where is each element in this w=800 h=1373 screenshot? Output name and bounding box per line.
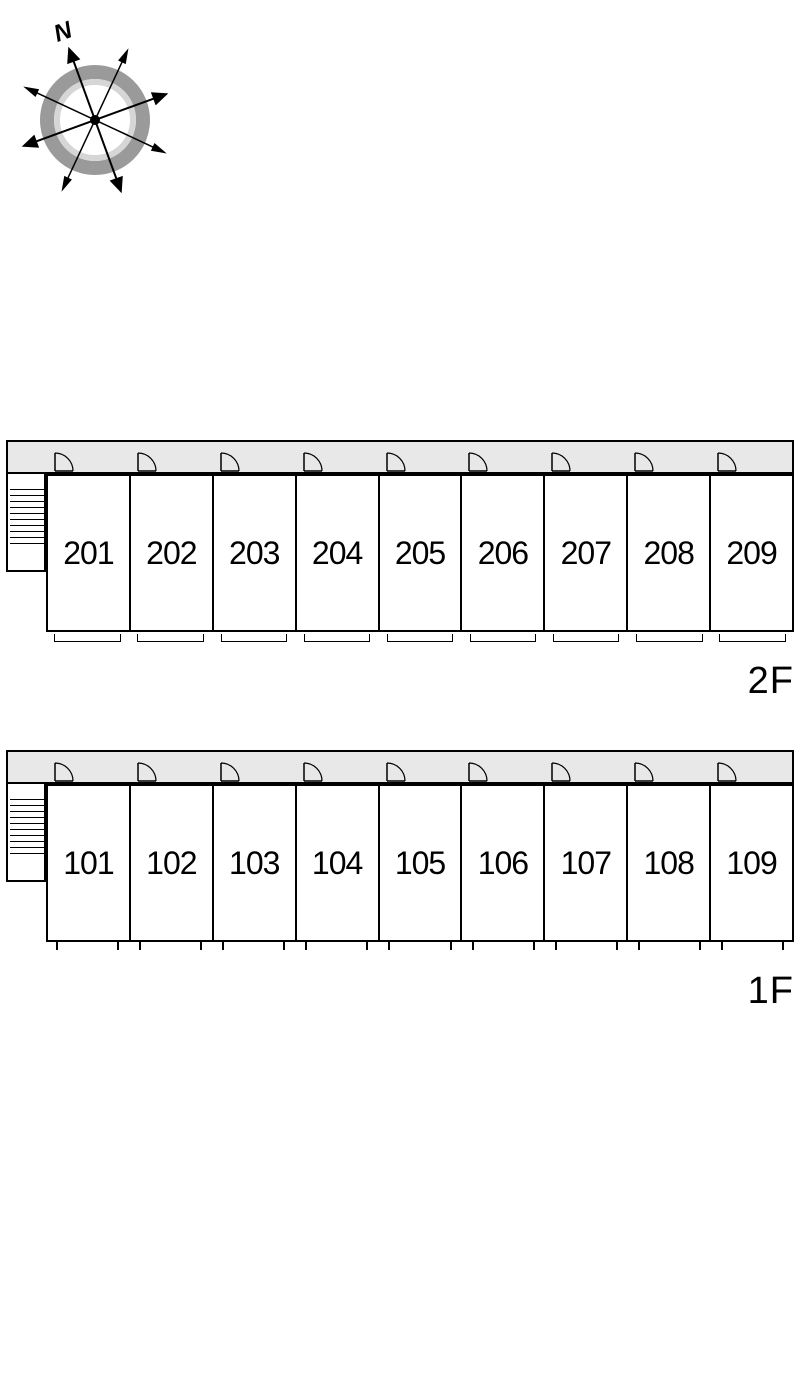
unit-209: 209 [711,476,794,630]
door-icon [717,762,737,782]
door-icon [634,762,654,782]
compass-icon: N [10,10,180,215]
door-icon [468,452,488,472]
unit-label: 206 [478,535,528,572]
unit-label: 203 [229,535,279,572]
unit-label: 208 [643,535,693,572]
unit-label: 106 [478,845,528,882]
unit-label: 204 [312,535,362,572]
window-row [46,942,794,950]
window-icon [628,942,711,950]
unit-201: 201 [46,476,131,630]
unit-206: 206 [462,476,545,630]
unit-label: 102 [146,845,196,882]
door-icon [303,762,323,782]
balcony-icon [212,632,295,646]
unit-label: 108 [643,845,693,882]
door-icon [551,452,571,472]
unit-108: 108 [628,786,711,940]
door-icon [220,452,240,472]
unit-101: 101 [46,786,131,940]
unit-106: 106 [462,786,545,940]
unit-208: 208 [628,476,711,630]
unit-203: 203 [214,476,297,630]
unit-label: 109 [726,845,776,882]
unit-label: 209 [726,535,776,572]
balcony-icon [545,632,628,646]
balcony-row [46,632,794,646]
balcony-icon [711,632,794,646]
unit-105: 105 [380,786,463,940]
door-icon [386,452,406,472]
balcony-icon [295,632,378,646]
floor-label-f2: 2F [748,660,794,703]
balcony-icon [378,632,461,646]
unit-label: 105 [395,845,445,882]
balcony-icon [628,632,711,646]
balcony-icon [129,632,212,646]
unit-207: 207 [545,476,628,630]
window-icon [295,942,378,950]
door-icon [137,762,157,782]
door-icon [386,762,406,782]
door-icon [303,452,323,472]
unit-102: 102 [131,786,214,940]
units-row: 201 202 203 204 205 206 207 208 209 [46,474,794,632]
door-icon [717,452,737,472]
door-icon [54,762,74,782]
window-icon [711,942,794,950]
door-icon [220,762,240,782]
stair-icon [6,474,46,572]
window-icon [462,942,545,950]
unit-202: 202 [131,476,214,630]
units-row: 101 102 103 104 105 106 107 108 109 [46,784,794,942]
door-icon [54,452,74,472]
unit-label: 101 [63,845,113,882]
unit-label: 202 [146,535,196,572]
stair-icon [6,784,46,882]
unit-204: 204 [297,476,380,630]
unit-label: 107 [561,845,611,882]
floor-label-f1: 1F [748,970,794,1013]
balcony-icon [462,632,545,646]
unit-103: 103 [214,786,297,940]
window-icon [46,942,129,950]
window-icon [129,942,212,950]
window-icon [378,942,461,950]
unit-label: 207 [561,535,611,572]
door-icon [551,762,571,782]
window-icon [212,942,295,950]
balcony-icon [46,632,129,646]
door-icon [137,452,157,472]
door-icon [634,452,654,472]
unit-205: 205 [380,476,463,630]
window-icon [545,942,628,950]
unit-label: 201 [63,535,113,572]
unit-107: 107 [545,786,628,940]
unit-label: 205 [395,535,445,572]
compass-n-label: N [50,16,76,48]
unit-label: 104 [312,845,362,882]
unit-109: 109 [711,786,794,940]
door-icon [468,762,488,782]
unit-104: 104 [297,786,380,940]
unit-label: 103 [229,845,279,882]
floor-plan-page: N 201 202 203 204 205 206 207 208 209 10… [0,0,800,1373]
